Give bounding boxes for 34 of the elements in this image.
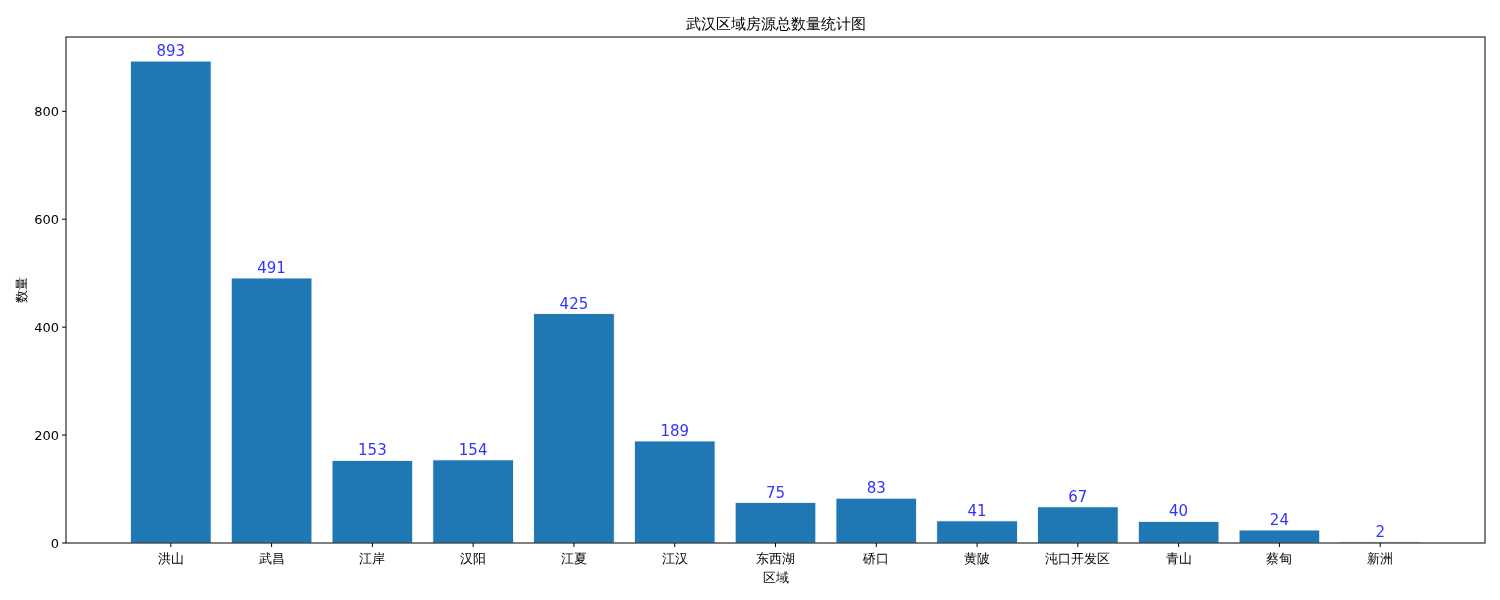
data-label: 425 <box>559 294 589 313</box>
x-tick-label: 江岸 <box>359 551 386 566</box>
x-tick-label: 新洲 <box>1367 551 1394 566</box>
x-tick-label: 硚口 <box>862 551 890 566</box>
x-tick-label: 江夏 <box>560 551 587 566</box>
data-label: 153 <box>358 441 387 460</box>
y-tick-label: 600 <box>34 212 59 228</box>
x-tick-label: 武昌 <box>258 551 285 566</box>
data-label: 2 <box>1375 522 1385 541</box>
data-label: 154 <box>458 440 488 459</box>
x-tick-label: 黄陂 <box>964 551 991 566</box>
data-label: 40 <box>1169 502 1189 521</box>
x-tick-label: 洪山 <box>157 551 184 566</box>
data-label: 24 <box>1269 511 1289 530</box>
x-tick-label: 东西湖 <box>756 551 795 566</box>
x-tick-label: 江汉 <box>661 551 688 566</box>
chart-title: 武汉区域房源总数量统计图 <box>685 15 866 33</box>
y-tick-label: 800 <box>34 104 59 120</box>
x-tick-label: 汉阳 <box>460 551 487 566</box>
data-label: 75 <box>765 483 786 502</box>
x-tick-label: 蔡甸 <box>1266 551 1293 566</box>
data-label: 189 <box>660 422 690 441</box>
y-tick-label: 400 <box>34 320 59 336</box>
data-label: 491 <box>257 259 286 278</box>
y-tick-label: 200 <box>34 428 59 444</box>
x-tick-label: 青山 <box>1165 551 1192 566</box>
y-axis-title: 数量 <box>14 277 29 303</box>
data-label: 893 <box>156 42 186 61</box>
data-label: 83 <box>866 479 886 498</box>
data-label: 67 <box>1068 487 1088 506</box>
x-tick-label: 沌口开发区 <box>1045 551 1111 566</box>
x-axis-title: 区域 <box>762 570 789 585</box>
y-tick-label: 0 <box>50 536 59 551</box>
data-label: 41 <box>967 501 987 520</box>
